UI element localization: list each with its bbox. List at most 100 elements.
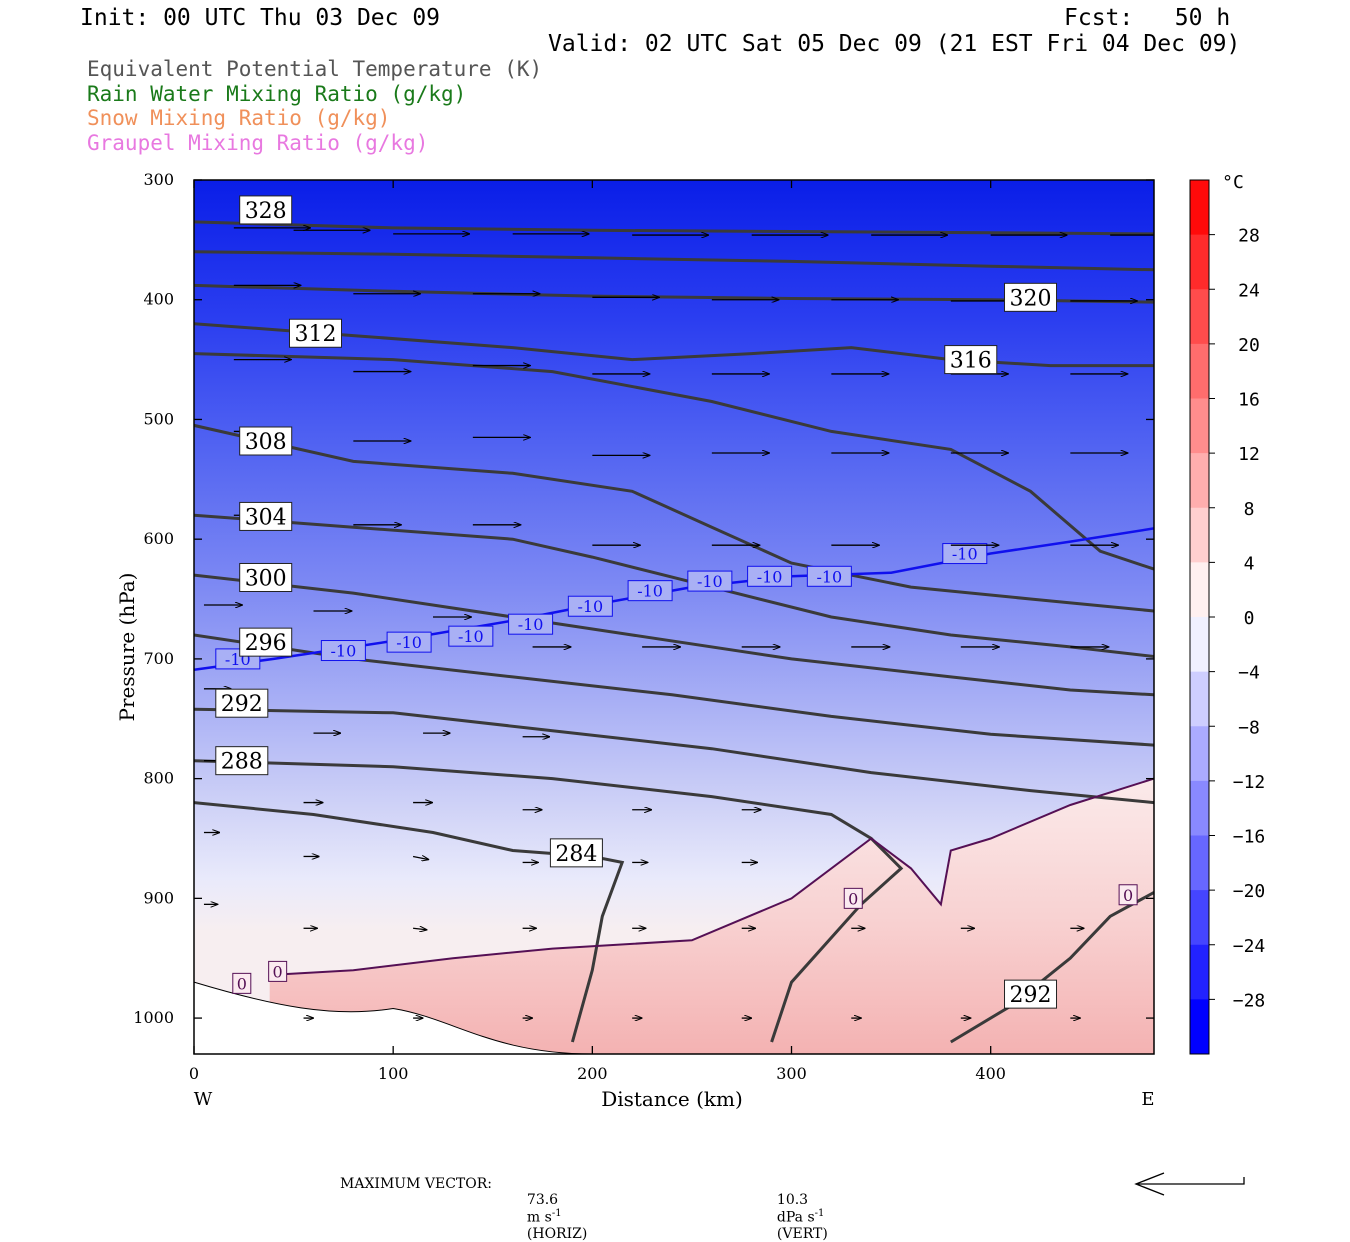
colorbar-segment	[1190, 999, 1209, 1055]
theta-e-label-box	[239, 195, 293, 225]
warm-region	[269, 778, 1154, 1054]
temperature-label-box	[567, 595, 613, 617]
theta-e-label-box	[288, 318, 342, 348]
vert-tag: (VERT)	[776, 1225, 828, 1242]
temperature-label: -10	[637, 582, 663, 601]
theta-e-label-box	[549, 838, 603, 868]
theta-e-label: 312	[294, 322, 336, 347]
wind-vectors	[203, 228, 1154, 1018]
colorbar-segment	[1190, 835, 1209, 891]
colorbar-tick-label: −12	[1233, 772, 1266, 793]
theta-e-label-box	[1004, 979, 1058, 1009]
temperature-label: 0	[273, 962, 283, 981]
colorbar-segment	[1190, 671, 1209, 727]
colorbar-tick-label: 20	[1238, 335, 1260, 356]
reference-vector-head	[1134, 1172, 1165, 1196]
theta-e-label: 316	[950, 349, 992, 374]
temperature-label-box	[806, 565, 852, 587]
vert-unit: dPa s	[776, 1209, 815, 1226]
colorbar-tick-label: −16	[1233, 827, 1266, 848]
horiz-unit: m s	[526, 1209, 552, 1226]
colorbar-segment	[1190, 507, 1209, 563]
theta-e-label: 308	[245, 430, 287, 455]
temperature-label: -10	[396, 633, 422, 652]
x-tick-label: 200	[577, 1064, 608, 1083]
temperature-label-box	[320, 640, 366, 662]
colorbar-tick-label: −24	[1233, 936, 1266, 957]
colorbar-tick-label: −20	[1233, 881, 1266, 902]
wind-vector	[412, 856, 428, 859]
temperature-label-box	[687, 570, 733, 592]
temperature-label-box	[843, 887, 863, 909]
colorbar-segment	[1190, 890, 1209, 946]
temperature-label-box	[232, 972, 252, 994]
colorbar-tick-label: 12	[1238, 444, 1260, 465]
colorbar-tick-label: 24	[1238, 280, 1260, 301]
temperature-label: -10	[697, 572, 723, 591]
valid-time: Valid: 02 UTC Sat 05 Dec 09 (21 EST Fri …	[548, 31, 1241, 57]
wind-vector	[413, 928, 426, 930]
colorbar-tick-label: 28	[1238, 226, 1260, 247]
theta-e-label: 288	[221, 750, 263, 775]
temperature-line	[269, 777, 1154, 976]
horiz-value: 73.6	[526, 1192, 559, 1208]
temperature-label: 0	[1123, 886, 1133, 905]
east-label: E	[1141, 1089, 1154, 1110]
theta-e-line	[194, 322, 1154, 368]
theta-e-label: 320	[1010, 286, 1052, 311]
legend-item: Snow Mixing Ratio (g/kg)	[87, 106, 391, 130]
theta-e-label: 292	[221, 692, 263, 717]
theta-e-label-box	[239, 562, 293, 592]
vert-value: 10.3	[776, 1192, 809, 1208]
colorbar-segment	[1190, 617, 1209, 673]
y-tick-label: 300	[143, 170, 174, 189]
temperature-label-box	[386, 631, 432, 653]
y-tick-label: 600	[143, 529, 174, 548]
colorbar-tick-label: 0	[1244, 608, 1255, 629]
y-tick-label: 700	[143, 649, 174, 668]
theta-e-line	[194, 573, 1154, 697]
temperature-label-box	[942, 543, 988, 565]
colorbar-unit: °C	[1222, 172, 1244, 193]
theta-e-label-box	[944, 345, 998, 375]
colorbar-tick-label: −4	[1238, 663, 1260, 684]
theta-e-label-box	[215, 688, 269, 718]
temperature-label: 0	[237, 974, 247, 993]
theta-e-label-box	[1004, 282, 1058, 312]
x-tick-label: 300	[776, 1064, 807, 1083]
temperature-label: 0	[848, 889, 858, 908]
colorbar-segment	[1190, 562, 1209, 618]
max-vert-vector: 10.3 dPa s-1 (VERT)	[768, 1176, 828, 1242]
x-tick-label: 0	[189, 1064, 199, 1083]
temperature-label-box	[1118, 884, 1138, 906]
temperature-label-box	[747, 565, 793, 587]
theta-e-line	[194, 423, 1154, 613]
temperature-label-box	[268, 960, 288, 982]
theta-e-line	[194, 759, 904, 1043]
x-axis-title: Distance (km)	[601, 1087, 743, 1111]
colorbar-segment	[1190, 289, 1209, 345]
colorbar-segment	[1190, 944, 1209, 1000]
colorbar-tick-label: 4	[1244, 553, 1255, 574]
theta-e-line	[194, 220, 1154, 236]
reference-vector	[1138, 1177, 1245, 1185]
theta-e-label-box	[239, 627, 293, 657]
temperature-label-box	[508, 613, 554, 635]
theta-e-label: 328	[245, 199, 287, 224]
colorbar-tick-label: 8	[1244, 499, 1255, 520]
temperature-label-box	[448, 625, 494, 647]
colorbar-segment	[1190, 780, 1209, 836]
init-time: Init: 00 UTC Thu 03 Dec 09	[80, 5, 441, 31]
colorbar-segment	[1190, 453, 1209, 509]
temperature-label: -10	[518, 615, 544, 634]
y-tick-label: 900	[143, 888, 174, 907]
y-axis-title: Pressure (hPa)	[115, 573, 139, 722]
colorbar-segment	[1190, 343, 1209, 399]
theta-e-label-box	[215, 746, 269, 776]
horiz-tag: (HORIZ)	[526, 1225, 588, 1242]
theta-e-label-box	[239, 501, 293, 531]
terrain	[193, 981, 1154, 1055]
theta-e-label: 292	[1010, 983, 1052, 1008]
west-label: W	[194, 1089, 213, 1110]
